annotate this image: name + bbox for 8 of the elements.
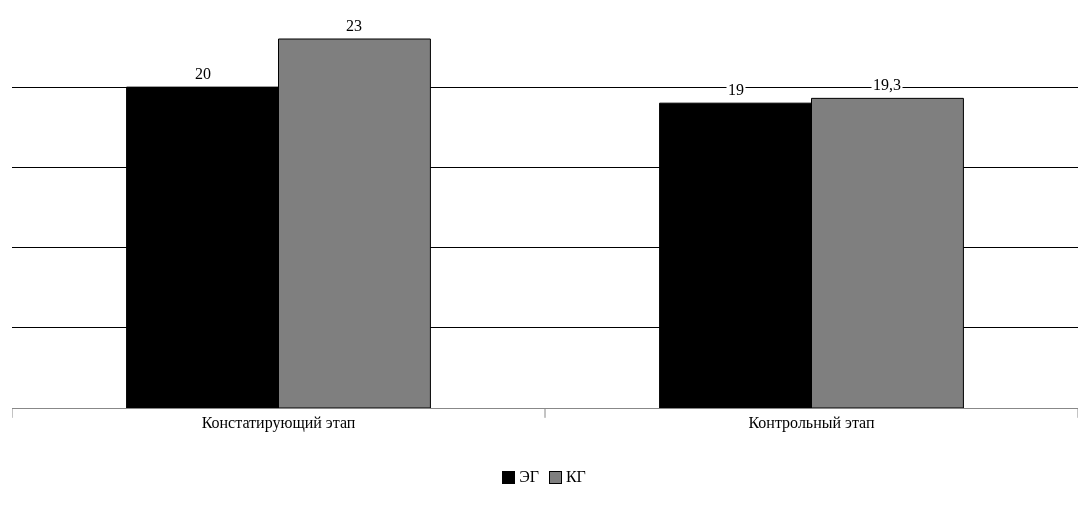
data-label: 19,3 xyxy=(873,76,901,93)
data-label: 19 xyxy=(728,81,744,98)
legend-label: ЭГ xyxy=(519,468,539,486)
x-tick-label: Контрольный этап xyxy=(748,414,875,433)
x-tick-label: Констатирующий этап xyxy=(201,414,356,433)
data-label: 23 xyxy=(346,17,362,34)
data-label: 20 xyxy=(195,65,211,82)
legend-label: КГ xyxy=(565,468,586,486)
